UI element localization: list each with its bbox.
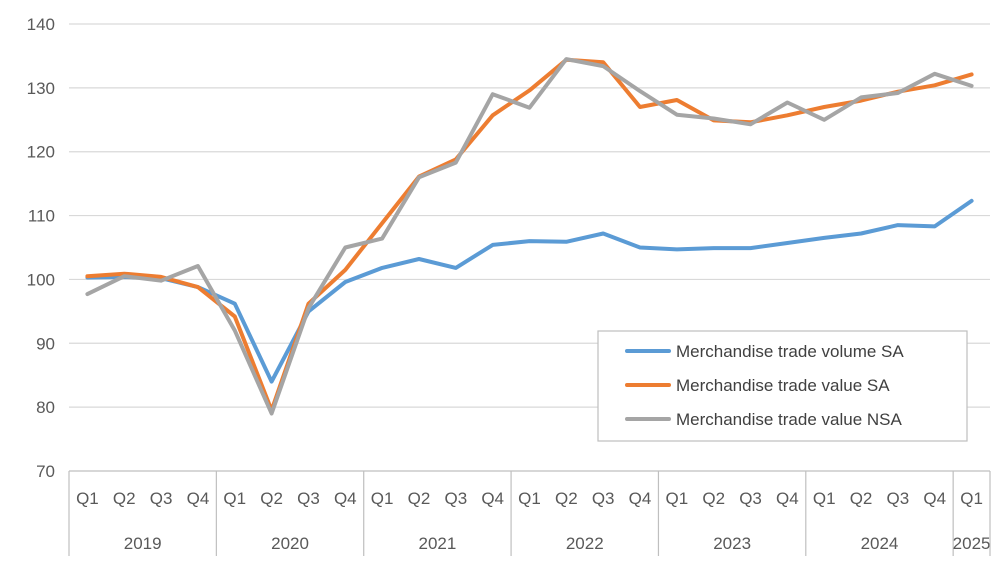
x-tick-label: Q4 — [481, 489, 504, 508]
year-label: 2025 — [953, 534, 991, 553]
series-line-1 — [85, 198, 974, 384]
legend: Merchandise trade volume SA Merchandise t… — [597, 330, 968, 442]
x-tick-label: Q2 — [702, 489, 725, 508]
series-line-3 — [85, 57, 974, 416]
y-tick-label: 70 — [36, 462, 55, 481]
legend-label: Merchandise trade value NSA — [676, 410, 903, 429]
x-tick-label: Q4 — [776, 489, 799, 508]
x-tick-label: Q3 — [887, 489, 910, 508]
x-tick-label: Q2 — [408, 489, 431, 508]
y-tick-label: 130 — [27, 79, 55, 98]
y-tick-label: 110 — [28, 207, 55, 226]
y-tick-label: 90 — [36, 334, 55, 353]
x-tick-label: Q2 — [555, 489, 578, 508]
x-tick-label: Q3 — [444, 489, 467, 508]
y-tick-label: 140 — [27, 15, 55, 34]
year-label: 2024 — [861, 534, 899, 553]
x-tick-label: Q1 — [371, 489, 394, 508]
x-tick-label: Q1 — [813, 489, 836, 508]
y-axis-tick-labels: 70 80 90 100 110 120 130 140 — [27, 15, 55, 481]
x-tick-label: Q1 — [960, 489, 983, 508]
x-tick-label: Q3 — [592, 489, 615, 508]
x-tick-label: Q3 — [297, 489, 320, 508]
legend-label: Merchandise trade volume SA — [676, 342, 904, 361]
legend-label: Merchandise trade value SA — [676, 376, 890, 395]
x-tick-label: Q3 — [739, 489, 762, 508]
series-lines — [85, 57, 974, 416]
x-tick-label: Q4 — [334, 489, 357, 508]
x-axis: Q1 Q2 Q3 Q4 Q1 Q2 Q3 Q4 Q1 Q2 Q3 Q4 Q1 Q2 Q3 Q4 Q1 Q2 Q3 Q4… — [68, 470, 991, 556]
year-label: 2020 — [271, 534, 309, 553]
x-tick-label: Q3 — [150, 489, 173, 508]
y-tick-label: 120 — [27, 143, 55, 162]
y-tick-label: 100 — [27, 270, 55, 289]
x-tick-label: Q4 — [187, 489, 210, 508]
x-tick-label: Q1 — [518, 489, 541, 508]
x-tick-label: Q2 — [850, 489, 873, 508]
x-tick-label: Q1 — [666, 489, 689, 508]
x-tick-label: Q4 — [629, 489, 652, 508]
year-label: 2023 — [713, 534, 751, 553]
y-tick-label: 80 — [36, 398, 55, 417]
year-label: 2022 — [566, 534, 604, 553]
x-tick-label: Q4 — [923, 489, 946, 508]
series-line-2 — [85, 57, 974, 413]
x-tick-label: Q2 — [113, 489, 136, 508]
year-label: 2019 — [124, 534, 162, 553]
year-label: 2021 — [418, 534, 456, 553]
x-tick-label: Q2 — [260, 489, 283, 508]
x-tick-label: Q1 — [223, 489, 246, 508]
x-tick-label: Q1 — [76, 489, 99, 508]
